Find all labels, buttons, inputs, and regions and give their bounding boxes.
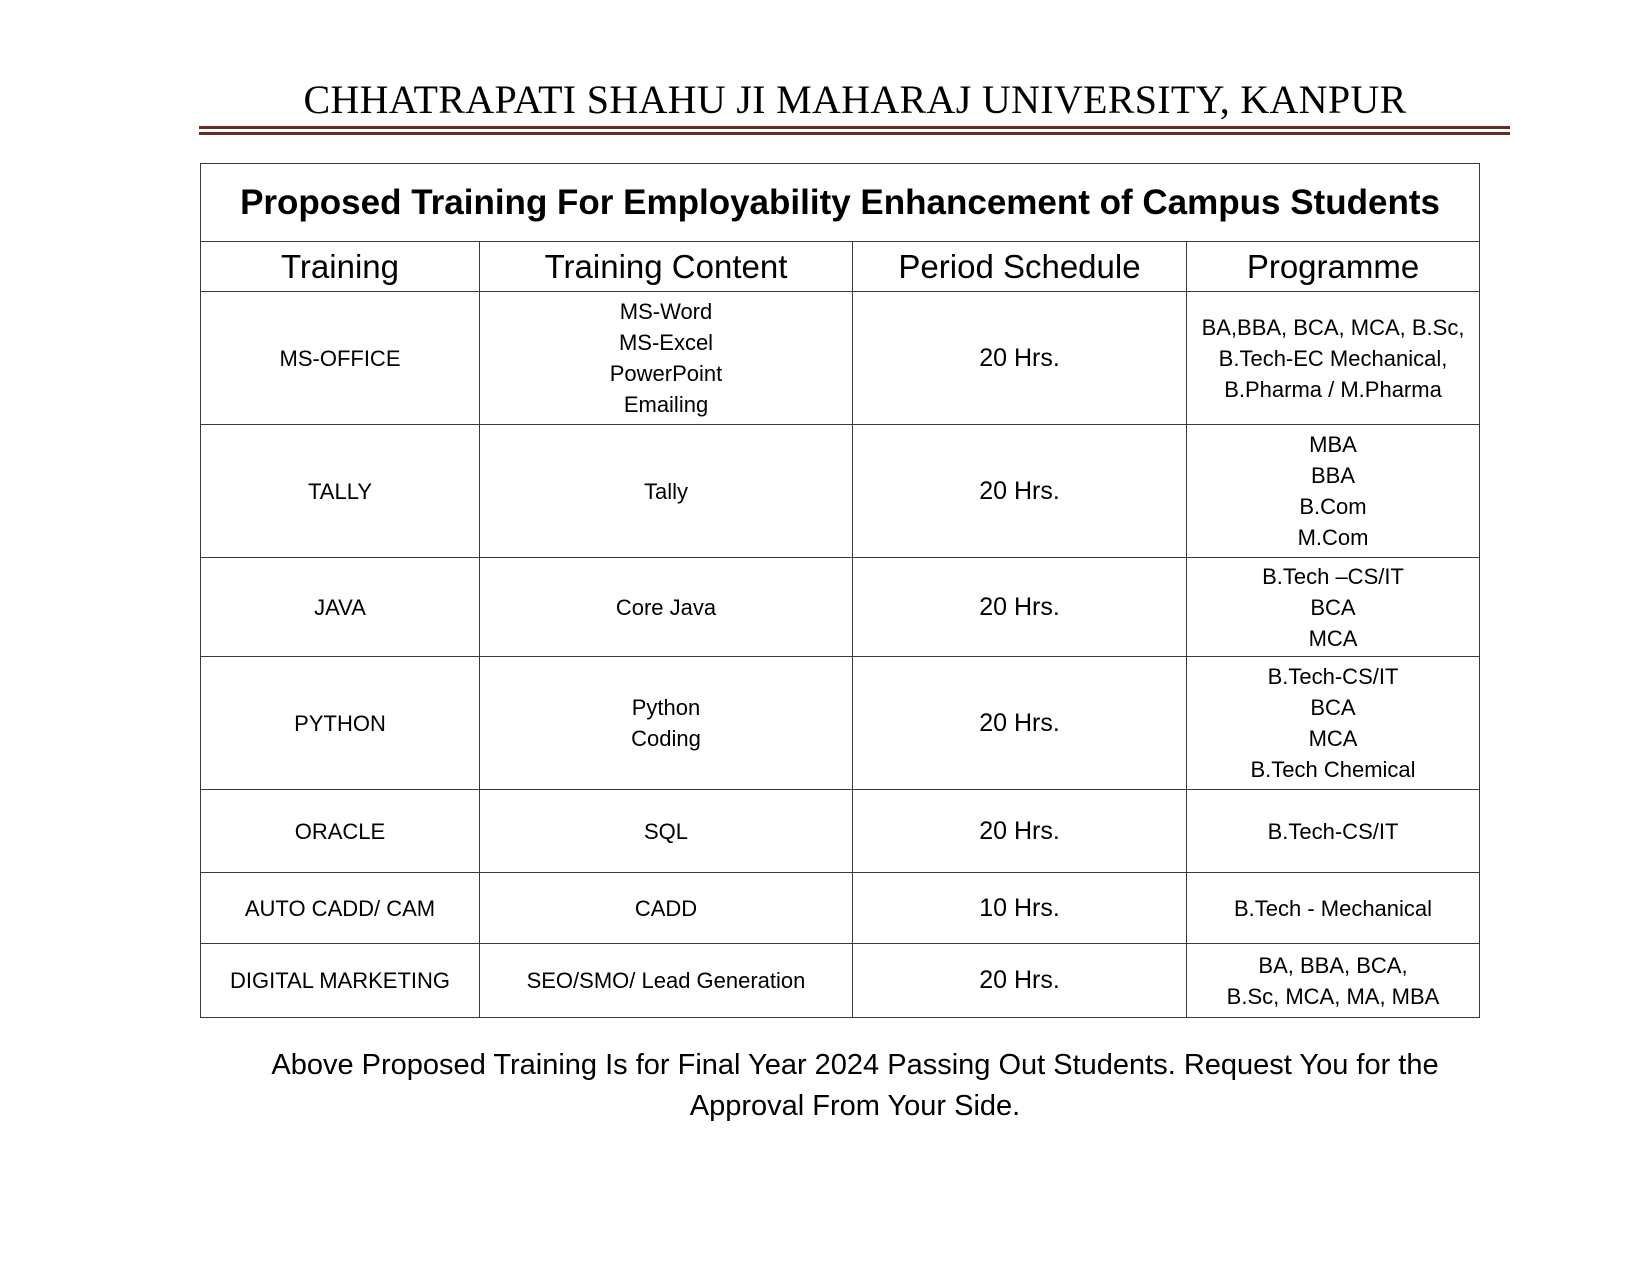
header-programme: Programme (1185, 241, 1481, 292)
training-content-cell: SEO/SMO/ Lead Generation (479, 943, 853, 1018)
programme-line: B.Tech Chemical (1250, 757, 1416, 782)
programme-line: B.Tech-CS/IT (1267, 818, 1399, 844)
training-content-line: SEO/SMO/ Lead Generation (526, 968, 806, 993)
table-row: DIGITAL MARKETING SEO/SMO/ Lead Generatio… (200, 943, 1481, 1018)
approval-note-line-2: Approval From Your Side. (689, 1090, 1021, 1122)
programme-line: B.Tech - Mechanical (1233, 895, 1433, 921)
table-row: ORACLE SQL 20 Hrs. B.Tech-CS/IT (200, 789, 1481, 873)
programme-line: B.Tech-CS/IT (1267, 664, 1399, 689)
header-period-schedule: Period Schedule (852, 241, 1187, 292)
training-name-cell: DIGITAL MARKETING (200, 943, 480, 1018)
training-name-cell: JAVA (200, 557, 480, 657)
training-content-line: Emailing (623, 392, 709, 417)
programme-line: BA,BBA, BCA, MCA, B.Sc, (1201, 314, 1465, 340)
period-schedule-cell: 20 Hrs. (852, 943, 1187, 1018)
table-row: JAVA Core Java 20 Hrs. B.Tech –CS/IT BCA MCA (200, 557, 1481, 657)
table-title: Proposed Training For Employability Enha… (199, 163, 1481, 242)
programme-line: M.Com (1297, 525, 1369, 550)
programme-cell: B.Tech-CS/IT BCA MCA B.Tech Chemical (1185, 656, 1481, 790)
training-content-line: Python (631, 695, 701, 720)
training-content-cell: Python Coding (479, 656, 853, 790)
training-content-line: SQL (643, 818, 689, 844)
table-title-row: Proposed Training For Employability Enha… (199, 163, 1481, 242)
period-schedule-cell: 20 Hrs. (852, 789, 1187, 873)
training-name-cell: ORACLE (200, 789, 480, 873)
table-row: PYTHON Python Coding 20 Hrs. B.Tech-CS/IT BCA… (200, 656, 1481, 790)
approval-note-line-1: Above Proposed Training Is for Final Yea… (271, 1049, 1439, 1081)
table-header-row: Training Training Content Period Schedul… (200, 241, 1481, 292)
training-content-cell: CADD (479, 872, 853, 944)
programme-line: MCA (1308, 625, 1358, 651)
training-name-cell: PYTHON (200, 656, 480, 790)
header-training: Training (200, 241, 480, 292)
programme-cell: B.Tech-CS/IT (1185, 789, 1481, 873)
table-row: TALLY Tally 20 Hrs. MBA BBA B.Com M.Com (200, 424, 1481, 558)
programme-line: B.Pharma / M.Pharma (1224, 376, 1442, 402)
title-underline (199, 126, 1510, 135)
training-content-cell: Core Java (479, 557, 853, 657)
training-name-cell: TALLY (200, 424, 480, 558)
programme-line: BCA (1310, 695, 1356, 720)
programme-cell: B.Tech –CS/IT BCA MCA (1185, 557, 1481, 657)
programme-cell: MBA BBA B.Com M.Com (1185, 424, 1481, 558)
training-content-line: CADD (634, 895, 698, 921)
university-name: CHHATRAPATI SHAHU JI MAHARAJ UNIVERSITY,… (303, 77, 1407, 122)
training-content-line: MS-Excel (618, 330, 714, 355)
training-name-cell: MS-OFFICE (200, 291, 480, 425)
programme-line: B.Com (1299, 494, 1367, 519)
table-row: AUTO CADD/ CAM CADD 10 Hrs. B.Tech - Mechan… (200, 872, 1481, 944)
programme-cell: BA,BBA, BCA, MCA, B.Sc, B.Tech-EC Mechani… (1185, 291, 1481, 425)
period-schedule-cell: 20 Hrs. (852, 656, 1187, 790)
training-table: Proposed Training For Employability Enha… (199, 163, 1481, 1018)
period-schedule-cell: 10 Hrs. (852, 872, 1187, 944)
training-content-line: MS-Word (619, 299, 713, 324)
table-row: MS-OFFICE MS-Word MS-Excel PowerPoint Emaili… (200, 291, 1481, 425)
training-content-line: PowerPoint (609, 361, 723, 386)
programme-line: MBA (1309, 432, 1357, 457)
programme-line: B.Tech –CS/IT (1262, 563, 1404, 589)
header-training-content: Training Content (479, 241, 853, 292)
training-content-line: Core Java (615, 594, 717, 620)
training-content-line: Coding (631, 726, 701, 751)
period-schedule-cell: 20 Hrs. (852, 557, 1187, 657)
training-content-cell: Tally (479, 424, 853, 558)
approval-note: Above Proposed Training Is for Final Yea… (180, 1045, 1530, 1127)
training-content-cell: SQL (479, 789, 853, 873)
programme-line: BCA (1310, 594, 1356, 620)
programme-line: BBA (1310, 463, 1356, 488)
programme-cell: B.Tech - Mechanical (1185, 872, 1481, 944)
programme-cell: BA, BBA, BCA, B.Sc, MCA, MA, MBA (1185, 943, 1481, 1018)
training-content-line: Tally (643, 478, 688, 504)
period-schedule-cell: 20 Hrs. (852, 424, 1187, 558)
programme-line: B.Tech-EC Mechanical, (1218, 345, 1448, 371)
period-schedule-cell: 20 Hrs. (852, 291, 1187, 425)
training-name-cell: AUTO CADD/ CAM (200, 872, 480, 944)
programme-line: BA, BBA, BCA, (1258, 952, 1408, 978)
programme-line: B.Sc, MCA, MA, MBA (1226, 983, 1440, 1009)
programme-line: MCA (1308, 726, 1358, 751)
training-content-cell: MS-Word MS-Excel PowerPoint Emailing (479, 291, 853, 425)
